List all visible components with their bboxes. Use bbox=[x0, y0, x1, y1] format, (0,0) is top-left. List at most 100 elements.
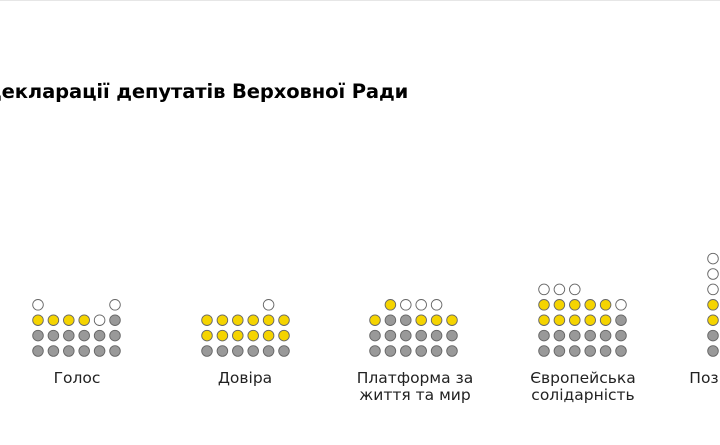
dot-yellow bbox=[63, 314, 75, 326]
dot-grey bbox=[569, 345, 581, 357]
dot-yellow bbox=[584, 314, 596, 326]
dot-grey bbox=[232, 345, 244, 357]
dot-yellow bbox=[553, 299, 566, 311]
group-label: солідарність bbox=[531, 386, 634, 404]
dot-grey bbox=[615, 314, 627, 326]
dot-grey bbox=[93, 329, 106, 342]
dot-grey bbox=[384, 329, 397, 342]
dot-yellow bbox=[262, 314, 275, 326]
dot-grey bbox=[47, 329, 60, 342]
dot-yellow bbox=[384, 299, 397, 311]
dot-grey bbox=[415, 345, 427, 357]
dot-yellow bbox=[569, 314, 581, 326]
dot-grey bbox=[599, 329, 612, 342]
dot-grey bbox=[32, 329, 44, 342]
dot-yellow bbox=[232, 329, 244, 342]
dot-yellow bbox=[584, 299, 596, 311]
dot-yellow bbox=[262, 329, 275, 342]
dot-grey bbox=[369, 345, 381, 357]
dot-grey bbox=[216, 345, 229, 357]
dot-yellow bbox=[446, 314, 458, 326]
dot-yellow bbox=[78, 314, 90, 326]
dot-grey bbox=[538, 329, 550, 342]
dot-yellow bbox=[599, 314, 612, 326]
dot-white bbox=[93, 314, 106, 326]
dot-grey bbox=[78, 345, 90, 357]
dot-yellow bbox=[430, 314, 443, 326]
dot-grey bbox=[247, 345, 259, 357]
dot-yellow bbox=[201, 329, 213, 342]
dot-white bbox=[262, 299, 275, 311]
dot-white bbox=[32, 299, 44, 311]
dot-grey bbox=[707, 345, 719, 357]
dot-grey bbox=[553, 329, 566, 342]
dot-grey bbox=[32, 345, 44, 357]
dot-yellow bbox=[599, 299, 612, 311]
dot-grey bbox=[415, 329, 427, 342]
dot-grey bbox=[707, 329, 719, 342]
dot-white bbox=[109, 299, 121, 311]
dot-grey bbox=[430, 329, 443, 342]
dot-grey bbox=[615, 329, 627, 342]
dot-grey bbox=[446, 345, 458, 357]
dot-grey bbox=[384, 345, 397, 357]
group-label: Довіра bbox=[218, 369, 272, 387]
dot-grey bbox=[553, 345, 566, 357]
dot-grey bbox=[93, 345, 106, 357]
dot-grey bbox=[109, 314, 121, 326]
dot-grey bbox=[384, 314, 397, 326]
dot-grey bbox=[400, 329, 412, 342]
dot-grey bbox=[63, 329, 75, 342]
group-label: Європейська bbox=[530, 369, 636, 387]
dot-grey bbox=[63, 345, 75, 357]
dot-yellow bbox=[707, 314, 719, 326]
top-rule bbox=[0, 0, 720, 1]
dot-yellow bbox=[278, 329, 290, 342]
dot-grey bbox=[400, 314, 412, 326]
group-label: життя та мир bbox=[359, 386, 470, 404]
dot-yellow bbox=[569, 299, 581, 311]
dot-white bbox=[538, 283, 550, 296]
dot-grey bbox=[109, 345, 121, 357]
dot-white bbox=[553, 283, 566, 296]
dot-white bbox=[707, 283, 719, 296]
dot-yellow bbox=[32, 314, 44, 326]
dot-grey bbox=[430, 345, 443, 357]
dot-grey bbox=[569, 329, 581, 342]
dot-grey bbox=[538, 345, 550, 357]
dot-yellow bbox=[247, 329, 259, 342]
dot-white bbox=[569, 283, 581, 296]
dot-yellow bbox=[47, 314, 60, 326]
dot-yellow bbox=[538, 314, 550, 326]
dot-yellow bbox=[232, 314, 244, 326]
dot-yellow bbox=[216, 329, 229, 342]
dot-grey bbox=[584, 329, 596, 342]
dot-grey bbox=[78, 329, 90, 342]
dot-grey bbox=[584, 345, 596, 357]
dot-white bbox=[707, 268, 719, 280]
dot-grey bbox=[109, 329, 121, 342]
dot-white bbox=[415, 299, 427, 311]
dot-grey bbox=[599, 345, 612, 357]
dot-yellow bbox=[201, 314, 213, 326]
dot-yellow bbox=[415, 314, 427, 326]
dot-yellow bbox=[278, 314, 290, 326]
dot-white bbox=[615, 299, 627, 311]
chart-title: декларації депутатів Верховної Ради bbox=[0, 80, 409, 103]
dot-grey bbox=[47, 345, 60, 357]
dot-yellow bbox=[369, 314, 381, 326]
dot-white bbox=[400, 299, 412, 311]
dot-grey bbox=[615, 345, 627, 357]
dot-grey bbox=[446, 329, 458, 342]
group-label: Платформа за bbox=[357, 369, 474, 387]
group-label: Поз bbox=[689, 369, 718, 387]
dot-yellow bbox=[538, 299, 550, 311]
dot-white bbox=[707, 252, 719, 265]
dot-yellow bbox=[247, 314, 259, 326]
dot-yellow bbox=[707, 299, 719, 311]
dot-grey bbox=[262, 345, 275, 357]
dot-grey bbox=[201, 345, 213, 357]
group-label: Голос bbox=[54, 369, 101, 387]
dot-yellow bbox=[553, 314, 566, 326]
